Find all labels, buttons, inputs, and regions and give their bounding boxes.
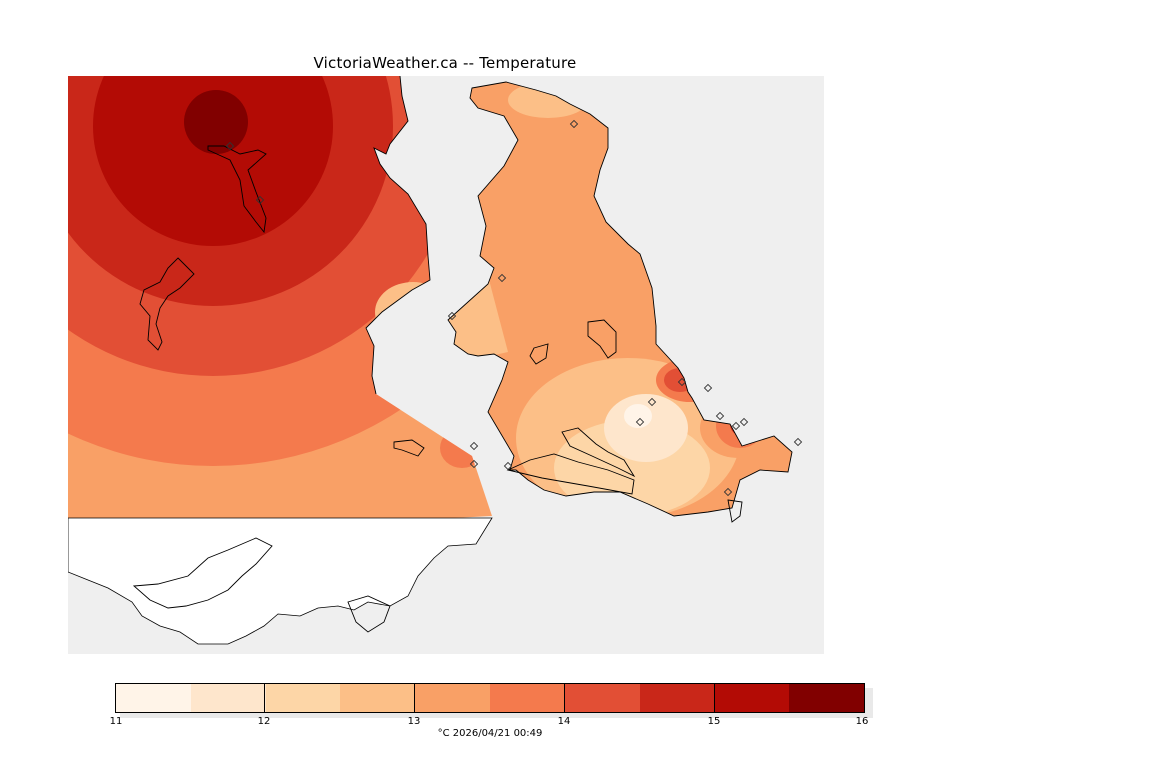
colorbar-swatch-8 [714, 684, 790, 712]
diamond-station-icon [569, 119, 579, 129]
diamond-station-icon [635, 417, 645, 427]
diamond-station-icon [739, 417, 749, 427]
colorbar-tick [564, 683, 565, 713]
map-canvas [68, 76, 803, 645]
colorbar-label: 11 [109, 716, 123, 727]
colorbar-caption: °C 2026/04/21 00:49 [437, 728, 543, 739]
colorbar-tick [714, 683, 715, 713]
colorbar-swatch-6 [564, 684, 640, 712]
diamond-station-icon [703, 383, 713, 393]
diamond-station-icon [677, 377, 687, 387]
colorbar-swatch-9 [789, 684, 864, 712]
diamond-station-icon [255, 195, 265, 205]
colorbar-label: 13 [407, 716, 421, 727]
colorbar-label: 15 [707, 716, 721, 727]
colorbar-swatch-4 [415, 684, 490, 712]
diamond-station-icon [225, 141, 235, 151]
colorbar-swatch-7 [639, 684, 715, 712]
page-title: VictoriaWeather.ca -- Temperature [313, 54, 577, 72]
diamond-station-icon [469, 441, 479, 451]
colorbar-tick [264, 683, 265, 713]
diamond-station-icon [731, 421, 741, 431]
diamond-station-icon [469, 459, 479, 469]
diamond-station-icon [447, 311, 457, 321]
temperature-map[interactable] [68, 76, 824, 654]
colorbar-tick [414, 683, 415, 713]
colorbar-swatch-1 [190, 684, 266, 712]
diamond-station-icon [715, 411, 725, 421]
colorbar-label: 16 [855, 716, 869, 727]
colorbar-swatch-5 [489, 684, 565, 712]
colorbar-swatch-3 [340, 684, 416, 712]
station-markers [225, 119, 803, 497]
diamond-station-icon [503, 461, 513, 471]
colorbar-label: 14 [557, 716, 571, 727]
coastlines [132, 76, 793, 633]
colorbar-swatch-2 [265, 684, 341, 712]
colorbar-label: 12 [257, 716, 271, 727]
diamond-station-icon [723, 487, 733, 497]
diamond-station-icon [497, 273, 507, 283]
diamond-station-icon [647, 397, 657, 407]
colorbar-swatch-0 [116, 684, 191, 712]
diamond-station-icon [793, 437, 803, 447]
temperature-colorbar [115, 683, 865, 713]
unsampled-land [68, 517, 493, 645]
